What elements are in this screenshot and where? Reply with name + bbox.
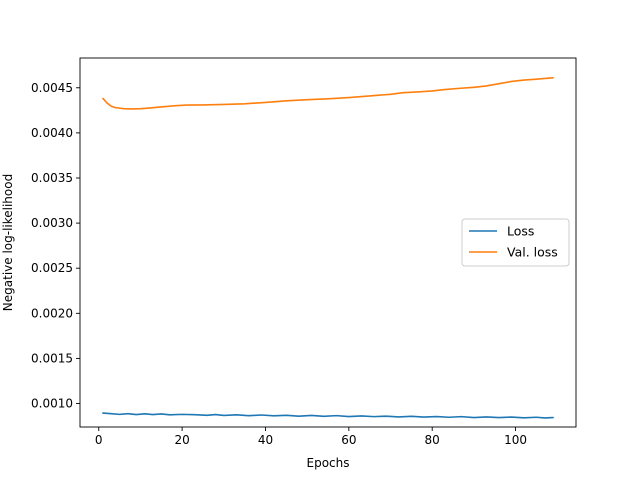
- x-axis: 0 20 40 60 80 100: [95, 427, 527, 447]
- y-tick-label-0: 0.0010: [31, 397, 73, 411]
- y-axis-label: Negative log-likelihood: [1, 174, 15, 311]
- x-axis-label: Epochs: [307, 456, 350, 470]
- y-tick-label-5: 0.0035: [31, 171, 73, 185]
- series-layer: [102, 77, 554, 419]
- y-tick-label-2: 0.0020: [31, 306, 73, 320]
- y-tick-label-6: 0.0040: [31, 126, 73, 140]
- legend-label-0: Loss: [507, 224, 534, 239]
- series-line-1: [102, 77, 554, 110]
- x-tick-label-5: 100: [504, 433, 527, 447]
- legend: Loss Val. loss: [461, 218, 570, 267]
- legend-label-1: Val. loss: [507, 245, 558, 260]
- y-axis: 0.0010 0.0015 0.0020 0.0025 0.0030 0.0035 0.00…: [31, 81, 80, 411]
- x-tick-label-4: 80: [425, 433, 440, 447]
- x-tick-label-1: 20: [174, 433, 189, 447]
- x-tick-label-2: 40: [258, 433, 273, 447]
- y-tick-label-3: 0.0025: [31, 261, 73, 275]
- y-tick-label-7: 0.0045: [31, 81, 73, 95]
- series-line-0: [102, 412, 554, 419]
- y-tick-label-1: 0.0015: [31, 351, 73, 365]
- x-tick-label-0: 0: [95, 433, 103, 447]
- x-tick-label-3: 60: [341, 433, 356, 447]
- y-tick-label-4: 0.0030: [31, 216, 73, 230]
- plot-frame: [79, 57, 577, 428]
